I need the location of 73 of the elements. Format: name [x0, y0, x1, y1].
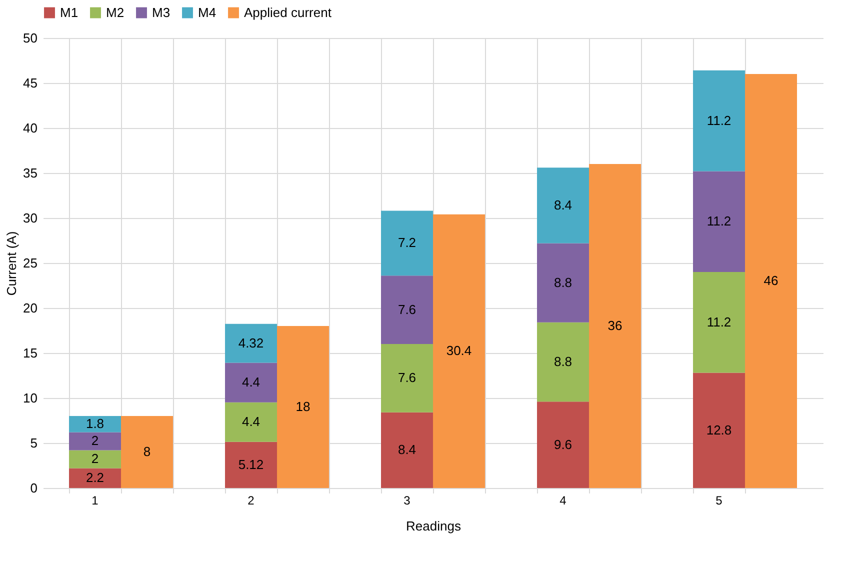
data-label: 11.2 [706, 214, 732, 229]
data-label: 46 [764, 273, 778, 288]
data-label: 18 [296, 399, 310, 414]
y-tick-label: 45 [23, 76, 38, 90]
bar [69, 416, 121, 432]
legend-label: M4 [198, 4, 216, 20]
y-tick-label: 40 [23, 120, 38, 136]
data-label: 8.8 [554, 274, 572, 290]
y-axis-title: Current (A) [4, 231, 20, 296]
x-tick-label: 1 [92, 494, 99, 508]
bar [693, 272, 745, 373]
data-label: 11.2 [706, 112, 732, 128]
x-tick-label: 3 [404, 494, 411, 508]
data-label: 2 [91, 433, 99, 448]
y-tick-label: 20 [23, 300, 38, 316]
bar [693, 70, 745, 172]
bar [745, 74, 797, 488]
data-label: 8 [143, 444, 151, 459]
bar [225, 362, 277, 402]
bar [69, 468, 121, 488]
bar [381, 210, 433, 276]
y-tick-label: 50 [23, 30, 38, 46]
y-tick-label: 30 [23, 210, 38, 226]
data-label: 9.6 [554, 436, 572, 452]
bar [433, 214, 485, 488]
data-label: 7.2 [398, 235, 416, 250]
bar [121, 416, 173, 488]
legend-label: M1 [60, 4, 78, 20]
bar [277, 326, 329, 488]
data-label: 8.8 [554, 354, 572, 369]
bar [693, 372, 745, 488]
bar [225, 442, 277, 488]
bar [381, 412, 433, 488]
x-tick-label: 2 [248, 494, 255, 508]
y-tick-label: 5 [30, 436, 38, 450]
data-label: 36 [608, 318, 622, 333]
data-label: 5.12 [238, 456, 264, 472]
data-label: 4.4 [242, 414, 260, 430]
x-tick-label: 5 [716, 494, 723, 508]
data-label: 4.4 [242, 374, 260, 390]
x-tick-label: 4 [560, 494, 567, 508]
data-label: 1.8 [86, 416, 104, 432]
data-label: 4.32 [238, 335, 264, 350]
bar [381, 276, 433, 344]
data-label: 8.4 [398, 442, 416, 458]
data-label: 2 [91, 451, 99, 466]
data-label: 7.6 [398, 302, 416, 317]
y-tick-label: 25 [23, 256, 38, 270]
legend-label: M2 [106, 4, 124, 20]
bar [69, 450, 121, 468]
data-label: 2.2 [86, 470, 104, 486]
data-label: 11.2 [706, 314, 732, 330]
y-tick-label: 0 [30, 480, 38, 496]
y-tick-label: 35 [23, 166, 38, 180]
bar [537, 402, 589, 488]
bar [225, 324, 277, 363]
bar [225, 402, 277, 442]
bar [381, 344, 433, 412]
data-label: 12.8 [706, 422, 732, 438]
bar [693, 171, 745, 272]
y-tick-label: 15 [23, 346, 38, 360]
bar [537, 322, 589, 402]
data-label: 8.4 [554, 197, 572, 212]
data-label: 7.6 [398, 370, 416, 386]
bar [537, 168, 589, 244]
legend-label: M3 [152, 4, 170, 20]
bar [589, 164, 641, 488]
x-axis-title: Readings [406, 518, 462, 534]
bar [537, 243, 589, 322]
legend-label: Applied current [244, 4, 332, 20]
y-tick-label: 10 [23, 390, 38, 406]
bar [69, 432, 121, 450]
data-label: 30.4 [446, 343, 472, 358]
